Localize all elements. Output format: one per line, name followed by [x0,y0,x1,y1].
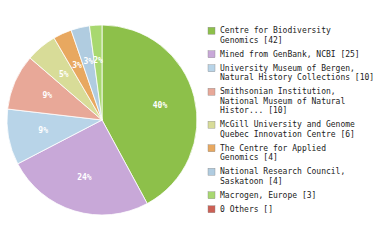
legend-item: Macrogen, Europe [3] [208,191,316,200]
data-label: 3% [83,57,93,66]
legend-item: The Centre for AppliedGenomics [4] [208,144,326,163]
legend-item: 0 Others [] [208,205,273,214]
legend-label: Macrogen, Europe [3] [220,191,316,200]
legend-item: McGill University and GenomeQuebec Innov… [208,120,355,139]
data-label: 2% [93,56,103,65]
legend-item: University Museum of Bergen,Natural Hist… [208,64,374,83]
legend-label: Smithsonian Institution,National Museum … [220,87,345,115]
legend-label: University Museum of Bergen,Natural Hist… [220,64,374,83]
legend: Centre for BiodiversityGenomics [42] Mine… [208,26,374,214]
legend-swatch [208,51,215,58]
legend-swatch [208,168,215,175]
legend-label: The Centre for AppliedGenomics [4] [220,144,326,163]
legend-label: 0 Others [] [220,205,273,214]
data-label: 5% [59,70,69,79]
data-label: 9% [42,91,52,100]
pie-slice [71,26,102,120]
legend-swatch [208,206,215,213]
legend-label: National Research Council,Saskatoon [4] [220,167,345,186]
pie-slice [89,25,102,120]
legend-swatch [208,65,215,72]
legend-item: Centre for BiodiversityGenomics [42] [208,26,331,45]
legend-item: National Research Council,Saskatoon [4] [208,167,345,186]
pie: 40%24%9%9%5%3%3%2% [7,25,197,215]
legend-label: McGill University and GenomeQuebec Innov… [220,120,355,139]
legend-swatch [208,27,215,34]
data-label: 40% [153,101,168,110]
legend-item: Mined from GenBank, NCBI [25] [208,50,360,59]
data-label: 3% [72,61,82,70]
legend-item: Smithsonian Institution,National Museum … [208,87,345,115]
data-label: 24% [77,173,92,182]
legend-swatch [208,121,215,128]
legend-swatch [208,145,215,152]
legend-swatch [208,192,215,199]
chart: 40%24%9%9%5%3%3%2%Centre for Biodiversit… [0,0,380,240]
legend-label: Centre for BiodiversityGenomics [42] [220,26,331,45]
legend-swatch [208,88,215,95]
pie-slice [102,25,103,120]
data-label: 9% [38,126,48,135]
legend-label: Mined from GenBank, NCBI [25] [220,50,360,59]
